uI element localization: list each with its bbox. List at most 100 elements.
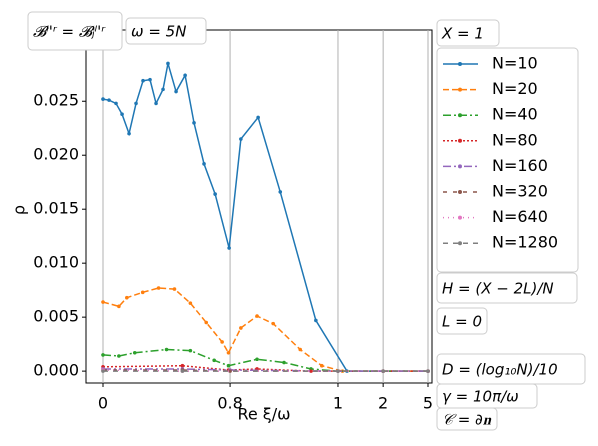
- y-tick-label: 0.015: [33, 199, 79, 218]
- annotation: H = (X − 2L)/N: [442, 280, 554, 298]
- data-point: [426, 369, 430, 373]
- legend-box: [436, 47, 579, 273]
- legend-marker: [458, 241, 462, 246]
- data-point: [125, 295, 129, 300]
- data-point: [271, 321, 276, 326]
- legend-marker: [458, 87, 462, 92]
- data-point: [156, 286, 161, 290]
- data-point: [141, 78, 145, 83]
- data-point: [114, 101, 118, 106]
- y-tick-label: 0.005: [33, 307, 79, 326]
- annotation: γ = 10π/ω: [442, 388, 519, 406]
- data-point: [166, 61, 170, 66]
- data-point: [255, 314, 259, 318]
- plot-frame: [85, 29, 433, 384]
- series-line: [103, 368, 428, 372]
- legend-label: N=640: [492, 207, 548, 226]
- data-point: [172, 287, 177, 291]
- data-point: [161, 87, 165, 92]
- annotation: 𝓑ˡ'ʳ = 𝓑ⱼˡ'ʳ: [33, 23, 106, 41]
- data-point: [180, 363, 185, 368]
- series-line: [102, 348, 428, 372]
- data-point: [107, 98, 111, 102]
- data-point: [227, 246, 231, 250]
- data-point: [255, 357, 259, 362]
- annotation: L = 0: [442, 313, 482, 331]
- x-tick-label: 0.8: [217, 394, 242, 413]
- y-tick-label: 0.010: [33, 253, 79, 272]
- data-point: [226, 350, 231, 355]
- legend-label: N=1280: [492, 233, 558, 252]
- data-point: [381, 369, 385, 373]
- annotation: D = (log₁₀N)/10: [442, 361, 558, 379]
- data-point: [117, 354, 121, 358]
- legend-label: N=320: [492, 182, 548, 201]
- legend-marker: [458, 215, 462, 220]
- data-point: [309, 369, 313, 373]
- data-point: [101, 369, 105, 373]
- data-point: [239, 137, 243, 141]
- data-point: [174, 89, 178, 94]
- legend-marker: [458, 138, 462, 143]
- data-point: [117, 304, 121, 309]
- annotation: X = 1: [441, 25, 484, 43]
- legend-label: N=10: [492, 54, 538, 73]
- data-point: [164, 347, 169, 352]
- data-point: [204, 320, 209, 325]
- legend-marker: [458, 164, 462, 169]
- y-tick-label: 0.020: [33, 145, 79, 164]
- data-point: [213, 192, 217, 196]
- annotation-box: [436, 307, 488, 335]
- x-axis-label: Re ξ/ω: [237, 405, 290, 424]
- data-point: [228, 369, 232, 373]
- annotation: 𝒞 = ∂𝐧: [442, 411, 492, 429]
- x-tick-label: 1: [333, 394, 343, 413]
- annotation-box: [125, 17, 207, 45]
- data-point: [188, 301, 193, 305]
- data-point: [154, 101, 158, 106]
- data-point: [256, 115, 260, 120]
- data-point: [127, 131, 131, 136]
- x-tick-label: 2: [378, 394, 388, 413]
- annotation: ω = 5N: [131, 23, 186, 41]
- data-point: [132, 350, 137, 355]
- x-tick-label: 0: [98, 394, 108, 413]
- series-line: [102, 287, 428, 372]
- data-point: [212, 358, 216, 363]
- annotation-box: [27, 11, 123, 51]
- data-point: [101, 353, 105, 357]
- data-point: [220, 340, 224, 344]
- data-point: [148, 77, 152, 82]
- data-point: [202, 162, 206, 166]
- annotation-box: [436, 19, 500, 47]
- data-point: [188, 348, 193, 353]
- data-point: [298, 347, 303, 352]
- annotation-box: [436, 272, 578, 304]
- y-tick-label: 0.000: [33, 361, 79, 380]
- data-point: [278, 190, 283, 194]
- legend-label: N=160: [492, 156, 548, 175]
- series-line: [102, 369, 428, 372]
- x-tick-label: 5: [423, 394, 433, 413]
- data-point: [314, 318, 318, 323]
- data-point: [336, 369, 340, 373]
- data-point: [180, 369, 185, 373]
- annotation-box: [436, 407, 498, 431]
- data-point: [319, 363, 324, 368]
- data-point: [120, 112, 124, 117]
- y-tick-label: 0.025: [33, 91, 79, 110]
- legend-marker: [458, 62, 462, 66]
- data-point: [101, 300, 105, 304]
- legend-marker: [458, 113, 462, 118]
- legend-label: N=20: [492, 79, 538, 98]
- legend-label: N=80: [492, 130, 538, 149]
- data-point: [226, 363, 231, 368]
- y-axis-label: ρ: [10, 205, 29, 215]
- legend-label: N=40: [492, 105, 538, 124]
- data-point: [239, 326, 243, 330]
- data-point: [192, 121, 196, 125]
- data-point: [282, 360, 286, 365]
- data-point: [134, 101, 138, 106]
- series-line: [102, 63, 428, 372]
